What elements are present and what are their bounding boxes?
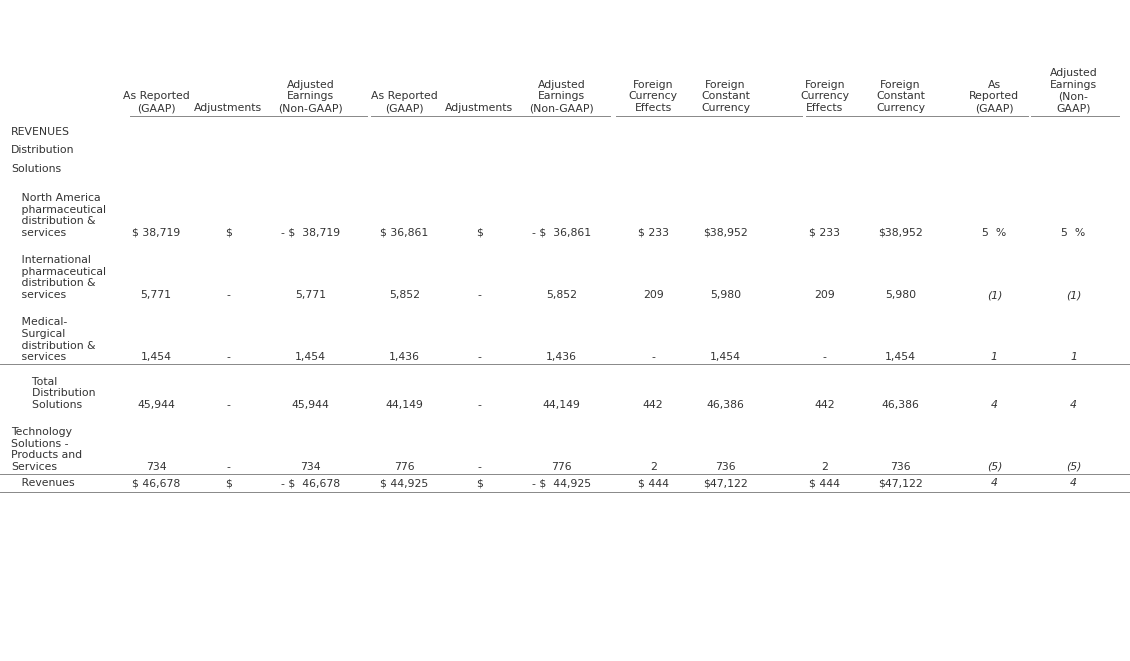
Text: 5,852: 5,852 — [546, 290, 577, 300]
Text: 209: 209 — [643, 290, 663, 300]
Text: $ 36,861: $ 36,861 — [381, 228, 428, 238]
Text: (5): (5) — [1066, 462, 1081, 472]
Text: As
Reported
(GAAP): As Reported (GAAP) — [970, 80, 1019, 113]
Text: 1,436: 1,436 — [389, 352, 420, 362]
Text: -: - — [226, 400, 231, 410]
Text: $ 233: $ 233 — [637, 228, 669, 238]
Text: 1,436: 1,436 — [546, 352, 577, 362]
Text: 5,980: 5,980 — [710, 290, 741, 300]
Text: 5,771: 5,771 — [140, 290, 172, 300]
Text: - $  46,678: - $ 46,678 — [281, 478, 340, 488]
Text: 4: 4 — [991, 400, 998, 410]
Text: -: - — [477, 352, 481, 362]
Text: $ 44,925: $ 44,925 — [381, 478, 428, 488]
Text: Solutions: Solutions — [11, 163, 61, 174]
Text: $: $ — [476, 228, 483, 238]
Text: $ 233: $ 233 — [809, 228, 841, 238]
Text: 1,454: 1,454 — [885, 352, 916, 362]
Text: - $  38,719: - $ 38,719 — [281, 228, 340, 238]
Text: Foreign
Constant
Currency: Foreign Constant Currency — [876, 80, 925, 113]
Text: 1,454: 1,454 — [140, 352, 172, 362]
Text: - $  36,861: - $ 36,861 — [532, 228, 591, 238]
Text: 45,944: 45,944 — [137, 400, 175, 410]
Text: Foreign
Currency
Effects: Foreign Currency Effects — [628, 80, 678, 113]
Text: 44,149: 44,149 — [385, 400, 424, 410]
Text: 2: 2 — [822, 462, 828, 472]
Text: Medical-
   Surgical
   distribution &
   services: Medical- Surgical distribution & service… — [11, 317, 96, 362]
Text: (5): (5) — [986, 462, 1002, 472]
Text: 776: 776 — [394, 462, 415, 472]
Text: $38,952: $38,952 — [703, 228, 748, 238]
Text: Foreign
Constant
Currency: Foreign Constant Currency — [701, 80, 750, 113]
Text: 1: 1 — [1070, 352, 1077, 362]
Text: Total
      Distribution
      Solutions: Total Distribution Solutions — [11, 377, 96, 410]
Text: -: - — [477, 290, 481, 300]
Text: -: - — [823, 352, 827, 362]
Text: Technology
Solutions -
Products and
Services: Technology Solutions - Products and Serv… — [11, 427, 82, 472]
Text: 44,149: 44,149 — [542, 400, 581, 410]
Text: 736: 736 — [715, 462, 736, 472]
Text: 5  %: 5 % — [1061, 228, 1086, 238]
Text: 2: 2 — [650, 462, 657, 472]
Text: REVENUES: REVENUES — [11, 126, 70, 137]
Text: Foreign
Currency
Effects: Foreign Currency Effects — [800, 80, 850, 113]
Text: Adjusted
Earnings
(Non-GAAP): Adjusted Earnings (Non-GAAP) — [529, 80, 594, 113]
Text: $47,122: $47,122 — [878, 478, 923, 488]
Text: 776: 776 — [551, 462, 572, 472]
Text: 1,454: 1,454 — [710, 352, 741, 362]
Text: $ 444: $ 444 — [809, 478, 841, 488]
Text: $ 38,719: $ 38,719 — [132, 228, 180, 238]
Text: -: - — [226, 290, 231, 300]
Text: -: - — [477, 400, 481, 410]
Text: 5,852: 5,852 — [389, 290, 420, 300]
Text: $38,952: $38,952 — [878, 228, 923, 238]
Text: $47,122: $47,122 — [703, 478, 748, 488]
Text: North America
   pharmaceutical
   distribution &
   services: North America pharmaceutical distributio… — [11, 193, 106, 238]
Text: Revenues: Revenues — [11, 478, 75, 488]
Text: 5,771: 5,771 — [295, 290, 327, 300]
Text: Adjustments: Adjustments — [445, 103, 513, 113]
Text: As Reported
(GAAP): As Reported (GAAP) — [371, 91, 438, 113]
Text: 4: 4 — [991, 478, 998, 488]
Text: 1: 1 — [991, 352, 998, 362]
Text: 442: 442 — [643, 400, 663, 410]
Text: 46,386: 46,386 — [706, 400, 745, 410]
Text: 46,386: 46,386 — [881, 400, 920, 410]
Text: 736: 736 — [890, 462, 911, 472]
Text: -: - — [477, 462, 481, 472]
Text: 209: 209 — [815, 290, 835, 300]
Text: Adjusted
Earnings
(Non-
GAAP): Adjusted Earnings (Non- GAAP) — [1050, 68, 1097, 113]
Text: 734: 734 — [146, 462, 166, 472]
Text: -: - — [651, 352, 655, 362]
Text: 4: 4 — [1070, 478, 1077, 488]
Text: 442: 442 — [815, 400, 835, 410]
Text: Adjusted
Earnings
(Non-GAAP): Adjusted Earnings (Non-GAAP) — [278, 80, 344, 113]
Text: $: $ — [225, 478, 232, 488]
Text: (1): (1) — [986, 290, 1002, 300]
Text: As Reported
(GAAP): As Reported (GAAP) — [122, 91, 190, 113]
Text: $: $ — [225, 228, 232, 238]
Text: 5  %: 5 % — [982, 228, 1007, 238]
Text: -: - — [226, 462, 231, 472]
Text: (1): (1) — [1066, 290, 1081, 300]
Text: 734: 734 — [301, 462, 321, 472]
Text: Adjustments: Adjustments — [194, 103, 262, 113]
Text: Distribution: Distribution — [11, 145, 75, 155]
Text: 1,454: 1,454 — [295, 352, 327, 362]
Text: 45,944: 45,944 — [292, 400, 330, 410]
Text: -: - — [226, 352, 231, 362]
Text: $ 444: $ 444 — [637, 478, 669, 488]
Text: $: $ — [476, 478, 483, 488]
Text: 5,980: 5,980 — [885, 290, 916, 300]
Text: 4: 4 — [1070, 400, 1077, 410]
Text: $ 46,678: $ 46,678 — [132, 478, 180, 488]
Text: International
   pharmaceutical
   distribution &
   services: International pharmaceutical distributio… — [11, 255, 106, 300]
Text: - $  44,925: - $ 44,925 — [532, 478, 591, 488]
